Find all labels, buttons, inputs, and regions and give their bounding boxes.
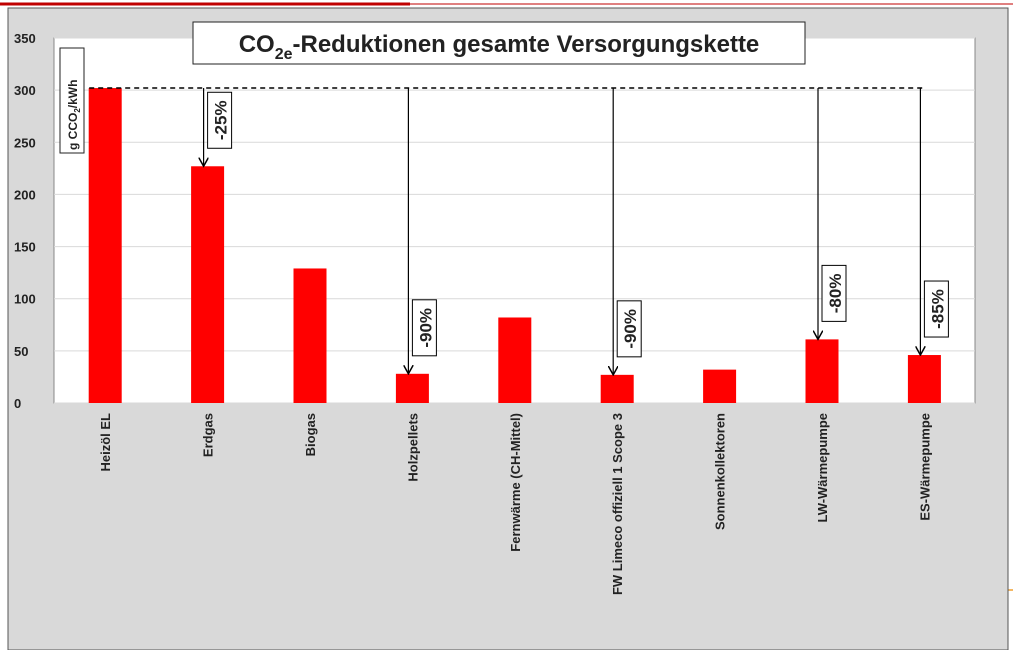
ylabel-sub: 2 [73, 108, 82, 113]
annotation-box [207, 91, 233, 149]
x-tick-label: ES-Wärmepumpe [917, 413, 932, 521]
annotation-box [411, 299, 437, 357]
y-tick-label: 150 [14, 240, 36, 255]
bar [88, 88, 122, 404]
title-box [192, 21, 806, 65]
y-tick-label: 50 [14, 344, 28, 359]
annotation-box [821, 264, 847, 322]
bar [907, 355, 941, 403]
x-tick-label: Sonnenkollektoren [713, 413, 728, 530]
annotation-box [923, 280, 949, 338]
y-axis-label: g CCO2/kWh [66, 80, 82, 150]
y-tick-label: 100 [14, 292, 36, 307]
y-tick-label: 350 [14, 31, 36, 46]
bar [395, 373, 429, 403]
ylabel-part: /kWh [66, 80, 80, 109]
ylabel-box [59, 47, 85, 154]
annotation-box [616, 300, 642, 358]
bar [498, 317, 532, 403]
annotation: -90% [621, 309, 640, 349]
bar [600, 374, 634, 403]
y-tick-label: 300 [14, 83, 36, 98]
title-sub: 2e [275, 46, 293, 63]
ylabel-part: g CCO [66, 113, 80, 150]
bar [805, 339, 839, 403]
annotation: -85% [928, 289, 947, 329]
title-part: -Reduktionen gesamte Versorgungskette [293, 31, 760, 58]
x-tick-label: Fernwärme (CH-Mittel) [508, 413, 523, 552]
annotation: -80% [826, 274, 845, 314]
x-tick-label: Erdgas [201, 413, 216, 457]
x-tick-label: Biogas [303, 413, 318, 456]
y-tick-label: 0 [14, 396, 21, 411]
annotation: -90% [416, 308, 435, 348]
title-part: CO [239, 31, 275, 58]
bar [191, 166, 225, 403]
annotation: -25% [212, 100, 231, 140]
x-tick-label: LW-Wärmepumpe [815, 413, 830, 523]
x-tick-label: Holzpellets [405, 413, 420, 482]
bar [293, 268, 327, 403]
y-tick-label: 250 [14, 135, 36, 150]
x-tick-label: FW Limeco offiziell 1 Scope 3 [610, 413, 625, 595]
x-tick-label: Heizöl EL [98, 413, 113, 472]
y-tick-label: 200 [14, 187, 36, 202]
bar [703, 369, 737, 403]
chart-title: CO2e-Reduktionen gesamte Versorgungskett… [239, 31, 760, 63]
